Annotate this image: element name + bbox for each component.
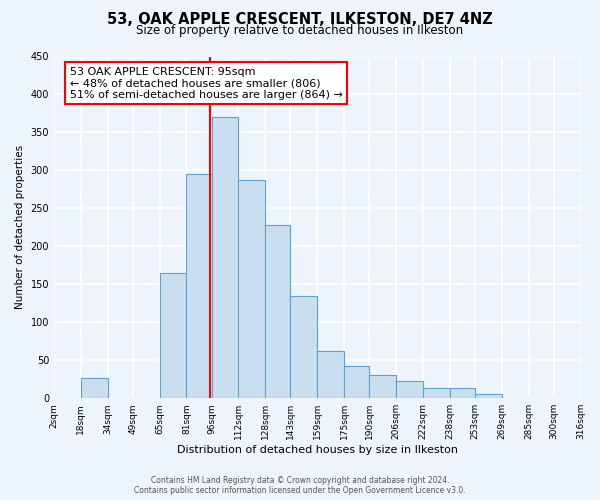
Text: Contains HM Land Registry data © Crown copyright and database right 2024.
Contai: Contains HM Land Registry data © Crown c… (134, 476, 466, 495)
Bar (187, 174, 212, 398)
X-axis label: Distribution of detached houses by size in Ilkeston: Distribution of detached houses by size … (177, 445, 458, 455)
Bar (344, 366, 369, 398)
Bar (238, 180, 265, 398)
Bar (160, 273, 187, 398)
Bar (369, 374, 396, 398)
Text: 53, OAK APPLE CRESCENT, ILKESTON, DE7 4NZ: 53, OAK APPLE CRESCENT, ILKESTON, DE7 4N… (107, 12, 493, 28)
Bar (81, 378, 107, 398)
Bar (423, 388, 450, 398)
Bar (290, 296, 317, 398)
Bar (475, 394, 502, 398)
Text: Size of property relative to detached houses in Ilkeston: Size of property relative to detached ho… (136, 24, 464, 37)
Y-axis label: Number of detached properties: Number of detached properties (15, 146, 25, 310)
Bar (265, 225, 290, 398)
Bar (396, 380, 423, 398)
Bar (212, 117, 238, 398)
Bar (317, 351, 344, 398)
Bar (450, 388, 475, 398)
Text: 53 OAK APPLE CRESCENT: 95sqm
← 48% of detached houses are smaller (806)
51% of s: 53 OAK APPLE CRESCENT: 95sqm ← 48% of de… (70, 67, 343, 100)
